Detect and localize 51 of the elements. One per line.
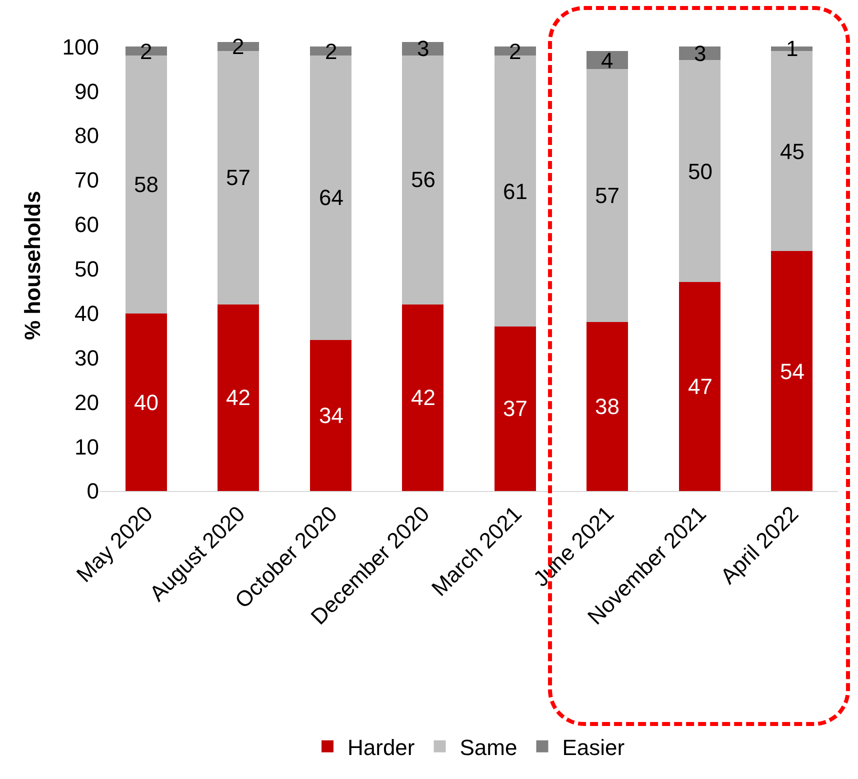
bar xyxy=(402,304,444,491)
bar xyxy=(678,60,720,282)
data-label: 57 xyxy=(226,165,250,190)
data-label: 58 xyxy=(134,172,158,197)
y-tick-label: 20 xyxy=(74,390,99,415)
bar xyxy=(494,326,536,491)
data-label: 3 xyxy=(417,36,430,61)
data-label: 47 xyxy=(688,374,712,399)
data-label: 38 xyxy=(595,394,620,419)
data-label: 4 xyxy=(601,48,614,73)
data-label: 54 xyxy=(780,359,804,384)
data-label: 2 xyxy=(325,39,338,64)
y-tick-label: 90 xyxy=(74,78,99,104)
legend-label: Easier xyxy=(562,734,625,760)
data-label: 42 xyxy=(226,385,250,410)
data-label: 57 xyxy=(595,183,620,208)
y-tick-label: 50 xyxy=(74,256,99,282)
bar xyxy=(310,340,352,491)
y-tick-label: 30 xyxy=(74,345,99,370)
bar xyxy=(678,282,720,491)
bar xyxy=(125,313,167,491)
bar xyxy=(586,68,628,322)
legend-label: Harder xyxy=(348,734,415,760)
y-tick-label: 70 xyxy=(74,168,99,193)
data-label: 2 xyxy=(232,34,244,59)
y-tick-label: 60 xyxy=(74,212,99,238)
data-label: 3 xyxy=(694,41,706,66)
data-label: 34 xyxy=(319,403,344,428)
bar xyxy=(771,251,813,491)
data-label: 2 xyxy=(509,39,522,64)
data-label: 1 xyxy=(786,36,798,61)
data-label: 37 xyxy=(503,396,528,421)
y-tick-label: 0 xyxy=(86,478,99,504)
bar xyxy=(402,56,444,304)
data-label: 2 xyxy=(140,39,152,64)
bar xyxy=(218,304,260,491)
legend-label: Same xyxy=(460,734,518,760)
y-tick-label: 100 xyxy=(62,34,99,60)
y-tick-label: 10 xyxy=(74,434,99,460)
y-tick-label: 80 xyxy=(74,123,99,148)
bar xyxy=(586,322,628,491)
data-label: 45 xyxy=(780,139,804,164)
y-tick-label: 40 xyxy=(74,300,99,326)
data-label: 40 xyxy=(134,390,158,415)
data-label: 50 xyxy=(688,159,712,184)
data-label: 61 xyxy=(503,179,528,204)
data-label: 56 xyxy=(411,167,436,192)
data-label: 64 xyxy=(319,185,344,210)
data-label: 42 xyxy=(411,385,436,410)
y-axis-title: % households xyxy=(20,190,46,340)
bar xyxy=(586,51,628,69)
